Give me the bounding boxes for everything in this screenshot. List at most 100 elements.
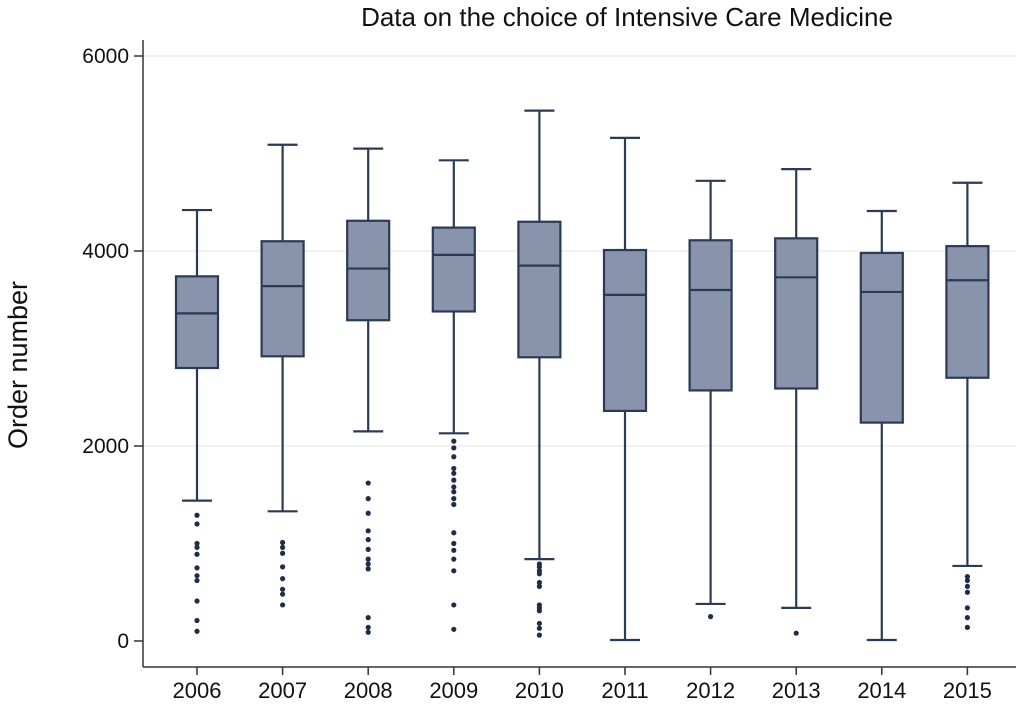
x-tick-label: 2009: [429, 678, 478, 703]
outlier-point: [536, 625, 543, 631]
outlier-point: [451, 556, 457, 562]
outlier-point: [365, 537, 371, 543]
outlier-point: [451, 489, 457, 495]
outlier-point: [964, 583, 971, 590]
outlier-point: [964, 605, 971, 611]
iqr-box: [688, 239, 733, 392]
outlier-point: [365, 561, 371, 567]
outlier-point: [365, 546, 371, 552]
iqr-box: [602, 248, 648, 412]
outlier-point: [451, 484, 457, 490]
outlier-point: [451, 454, 457, 460]
outlier-point: [451, 445, 457, 451]
outlier-point: [194, 551, 200, 557]
x-tick-label: 2012: [686, 678, 735, 703]
box-group-2006: [174, 208, 220, 634]
outlier-point: [365, 624, 371, 630]
box-group-2007: [260, 143, 305, 608]
outlier-point: [194, 598, 200, 604]
x-tick-label: 2014: [857, 678, 906, 703]
outlier-point: [536, 608, 543, 614]
outlier-point: [365, 629, 371, 635]
outlier-point: [536, 632, 543, 638]
outlier-point: [280, 550, 286, 556]
x-tick-label: 2008: [344, 678, 393, 703]
x-tick-label: 2007: [258, 678, 307, 703]
iqr-box: [859, 251, 904, 424]
outlier-point: [365, 496, 371, 502]
outlier-point: [280, 564, 286, 570]
outlier-point: [194, 628, 200, 634]
x-tick-label: 2013: [772, 678, 821, 703]
y-tick-label: 4000: [82, 240, 129, 263]
outlier-point: [280, 576, 286, 582]
box-group-2009: [431, 159, 476, 632]
iqr-box: [431, 226, 476, 313]
y-tick-label: 2000: [82, 435, 129, 458]
outlier-point: [451, 540, 457, 547]
outlier-point: [451, 501, 457, 508]
x-tick-label: 2011: [601, 678, 648, 703]
iqr-box: [945, 245, 990, 379]
outlier-point: [194, 577, 200, 584]
outlier-point: [194, 544, 200, 551]
outlier-point: [451, 626, 457, 632]
outlier-point: [708, 614, 714, 620]
outlier-point: [365, 615, 371, 621]
outlier-point: [280, 602, 286, 608]
outlier-point: [194, 512, 200, 518]
outlier-point: [536, 564, 543, 570]
box-group-2014: [859, 209, 904, 642]
outlier-point: [280, 591, 286, 597]
x-tick-label: 2006: [173, 678, 222, 703]
outlier-point: [964, 574, 971, 580]
outlier-point: [536, 620, 543, 627]
x-tick-label: 2010: [515, 678, 564, 703]
outlier-point: [194, 565, 200, 571]
outlier-point: [964, 615, 971, 621]
outlier-point: [451, 568, 457, 574]
box-group-2012: [688, 179, 733, 620]
outlier-point: [536, 583, 543, 590]
outlier-point: [451, 438, 457, 444]
chart-title: Data on the choice of Intensive Care Med…: [361, 2, 893, 32]
outlier-point: [280, 586, 286, 592]
outlier-point: [280, 544, 286, 551]
y-tick-label: 6000: [82, 45, 129, 68]
outlier-point: [365, 510, 371, 516]
axes: 0 2000 4000 6000 2006 2007 2008 2009 2010 2011 201…: [82, 40, 1016, 703]
outlier-point: [451, 470, 457, 476]
iqr-box: [260, 240, 305, 358]
iqr-box: [517, 220, 562, 359]
iqr-box: [346, 219, 391, 322]
outlier-point: [964, 577, 971, 584]
outlier-point: [451, 496, 457, 502]
outlier-point: [365, 480, 371, 486]
outlier-point: [194, 617, 200, 624]
outlier-point: [280, 539, 286, 546]
outlier-point: [365, 556, 371, 562]
outlier-point: [964, 589, 971, 595]
outlier-point: [451, 547, 457, 553]
outlier-point: [365, 566, 371, 572]
y-axis-label: Order number: [3, 281, 33, 449]
outlier-point: [536, 579, 543, 586]
outlier-point: [365, 528, 371, 534]
x-tick-label: 2015: [943, 678, 992, 703]
outlier-point: [964, 624, 971, 630]
outlier-point: [451, 477, 457, 483]
box-group-2010: [517, 109, 562, 638]
outlier-point: [536, 571, 543, 577]
box-group-2015: [945, 181, 990, 630]
box-group-2011: [602, 136, 648, 642]
iqr-box: [174, 275, 220, 370]
box-group-2013: [774, 168, 819, 636]
outlier-point: [451, 602, 457, 608]
y-tick-label: 0: [117, 630, 129, 653]
outlier-point: [194, 573, 200, 579]
outlier-point: [451, 530, 457, 536]
outlier-point: [793, 630, 799, 636]
boxes: [174, 109, 990, 642]
outlier-point: [194, 540, 200, 547]
